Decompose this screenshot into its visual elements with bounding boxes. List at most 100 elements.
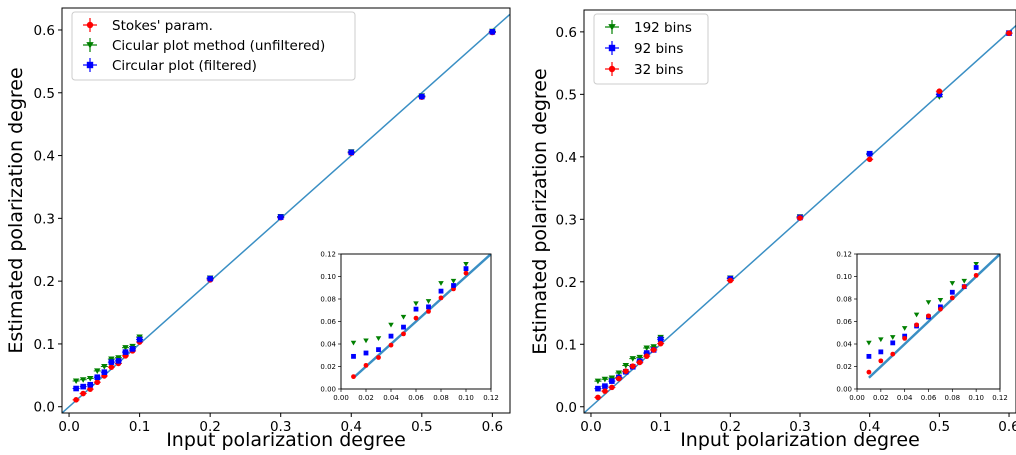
legend-entry: 92 bins: [605, 41, 683, 57]
inset-data-point: [388, 322, 394, 328]
data-point: [101, 364, 108, 370]
data-point: [866, 150, 873, 157]
left-chart-panel: 0.0 0.1 0.2 0.3 0.4 0.5 0.6 0.0 0.1 0.2 0.3 0.4 0.5 0…: [5, 7, 511, 451]
data-point: [94, 379, 101, 386]
x-tick-label: 0.0: [580, 419, 601, 435]
inset-data-point: [388, 342, 394, 348]
legend-entry: 32 bins: [605, 62, 683, 78]
data-point: [797, 215, 803, 221]
inset-data-point: [973, 261, 979, 267]
y-tick-label: 0.5: [34, 86, 55, 102]
inset-data-point: [926, 313, 931, 319]
data-point: [207, 275, 213, 282]
inset-y-tick-label: 0.04: [320, 341, 336, 349]
y-tick-label: 0.2: [556, 275, 577, 291]
inset-y-tick-label: 0.06: [320, 318, 336, 326]
legend-label: Circular plot (filtered): [112, 58, 257, 74]
data-point: [643, 353, 650, 359]
x-tick-label: 0.2: [720, 419, 741, 435]
inset-data-point: [426, 304, 431, 310]
inset-series-1: [350, 261, 469, 346]
inset-data-point: [866, 369, 872, 375]
inset-data-point: [949, 281, 956, 286]
inset-y-tick-label: 0.12: [836, 251, 852, 259]
legend-box: [593, 13, 709, 85]
data-point: [80, 390, 86, 397]
data-point: [94, 374, 101, 381]
legend-marker: [86, 42, 94, 49]
data-point: [122, 345, 129, 351]
data-point: [277, 214, 284, 220]
inset-data-point: [890, 351, 896, 357]
x-tick-label: 0.3: [270, 419, 291, 435]
data-point: [650, 344, 657, 350]
inset-data-point: [376, 347, 381, 353]
inset-y-tick-label: 0.02: [320, 363, 336, 371]
data-point: [122, 349, 129, 355]
inset-data-point: [413, 306, 419, 312]
inset-data-point: [937, 297, 944, 303]
inset-x-tick-label: 0.00: [849, 394, 865, 402]
inset-y-tick-label: 0.02: [836, 363, 852, 371]
x-tick-label: 0.1: [129, 419, 150, 435]
data-point: [489, 29, 496, 35]
data-point: [636, 354, 643, 361]
inset-x-tick-label: 0.02: [873, 394, 889, 402]
inset-data-point: [949, 289, 955, 295]
inset-x-tick-label: 0.10: [458, 394, 474, 402]
data-point: [72, 378, 80, 385]
inset-data-point: [902, 335, 908, 341]
legend: Stokes' param. Cicular plot method (unfil…: [71, 11, 356, 81]
inset-data-point: [463, 266, 469, 272]
inset-y-tick-label: 0.04: [836, 341, 852, 349]
legend-label: Cicular plot method (unfiltered): [112, 38, 325, 54]
inset-data-point: [961, 278, 968, 284]
data-point: [615, 370, 623, 377]
data-point: [108, 359, 115, 365]
legend-marker: [86, 61, 94, 69]
x-tick-label: 0.0: [58, 419, 79, 435]
inset-data-point: [890, 340, 896, 346]
data-point: [87, 375, 94, 382]
series-2: [594, 30, 1013, 401]
data-point: [594, 378, 602, 385]
data-point: [73, 397, 79, 403]
legend-marker: [608, 44, 616, 52]
inset-x-tick-label: 0.02: [358, 394, 374, 402]
inset-series-0: [866, 261, 979, 346]
legend-entry: 192 bins: [605, 20, 692, 36]
inset-y-tick-label: 0.00: [836, 386, 852, 394]
data-point: [650, 347, 657, 353]
x-tick-label: 0.4: [859, 419, 880, 435]
data-point: [601, 376, 609, 383]
inset-data-point: [925, 300, 932, 306]
inset-data-point: [463, 261, 469, 267]
x-axis-label: Input polarization degree: [680, 429, 920, 451]
inset-data-point: [363, 362, 369, 368]
y-tick-label: 0.4: [556, 150, 577, 166]
inset-data-point: [438, 288, 444, 294]
inset-y-tick-label: 0.08: [320, 296, 336, 304]
inset-data-point: [450, 278, 457, 284]
legend-label: Stokes' param.: [112, 18, 213, 34]
data-point: [608, 375, 616, 382]
data-point: [616, 375, 622, 382]
inset-data-point: [878, 358, 884, 364]
inset-x-tick-label: 0.12: [483, 394, 499, 402]
inset-data-point: [400, 314, 407, 320]
legend-entry: Circular plot (filtered): [83, 58, 257, 74]
x-tick-label: 0.3: [789, 419, 810, 435]
data-point: [80, 383, 86, 390]
inset-chart: 0.00 0.02 0.04 0.06 0.08 0.10 0.12 0.00 0.02 0.04…: [836, 251, 1007, 403]
inset-data-point: [438, 281, 444, 286]
legend: 192 bins 92 bins 32 bins: [593, 13, 709, 85]
y-tick-label: 0.2: [34, 274, 55, 290]
inset-y-tick-label: 0.08: [836, 296, 852, 304]
inset-data-point: [901, 326, 908, 331]
right-chart-panel: 0.0 0.1 0.2 0.3 0.4 0.5 0.6 0.0 0.1 0.2 0.3 0.4 0.5 0…: [529, 9, 1016, 451]
inset-data-point: [866, 340, 872, 346]
plot-frame: [61, 7, 511, 414]
inset-y-tick-label: 0.00: [320, 386, 336, 394]
inset-data-point: [388, 333, 394, 339]
y-tick-label: 0.1: [34, 337, 55, 353]
